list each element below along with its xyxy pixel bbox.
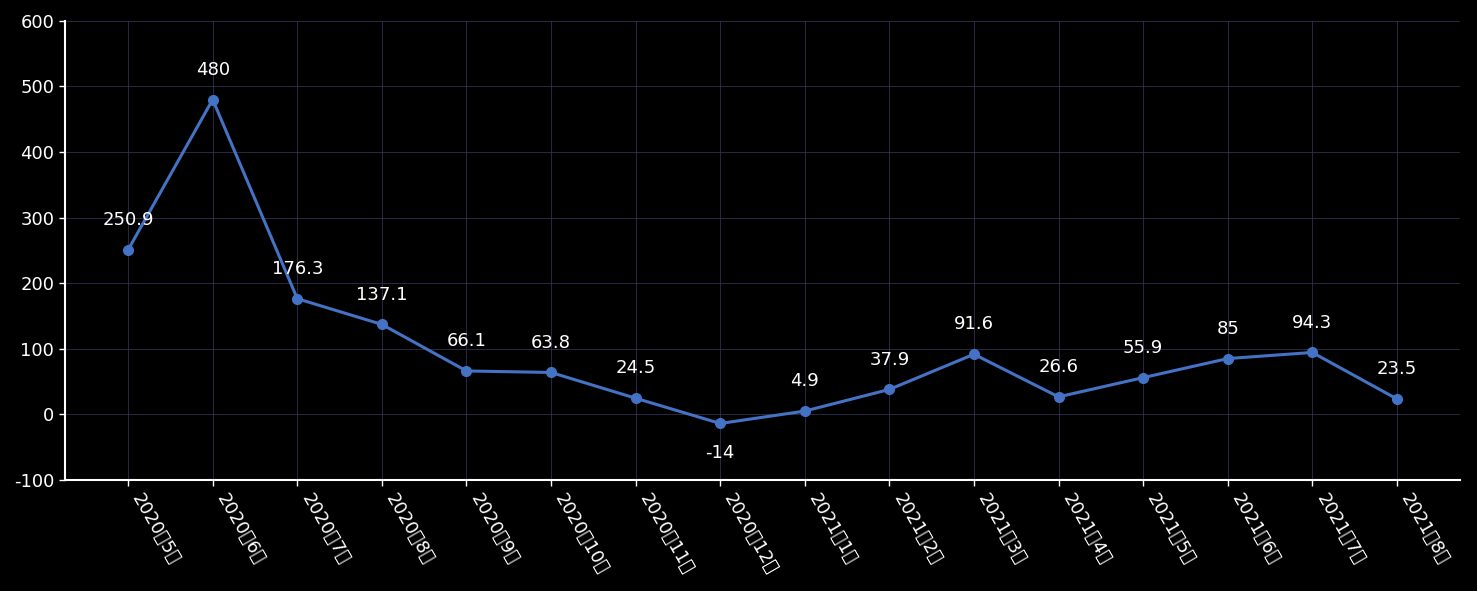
Text: 23.5: 23.5 xyxy=(1377,360,1416,378)
Text: 24.5: 24.5 xyxy=(616,359,656,378)
Text: 250.9: 250.9 xyxy=(102,211,154,229)
Text: 85: 85 xyxy=(1216,320,1239,337)
Text: 55.9: 55.9 xyxy=(1123,339,1164,357)
Text: 137.1: 137.1 xyxy=(356,285,408,304)
Text: 176.3: 176.3 xyxy=(272,260,323,278)
Text: 480: 480 xyxy=(195,61,230,79)
Text: 91.6: 91.6 xyxy=(954,316,994,333)
Text: 66.1: 66.1 xyxy=(446,332,486,350)
Text: 37.9: 37.9 xyxy=(870,350,910,369)
Text: 26.6: 26.6 xyxy=(1038,358,1078,376)
Text: 63.8: 63.8 xyxy=(532,334,572,352)
Text: 4.9: 4.9 xyxy=(790,372,820,390)
Text: -14: -14 xyxy=(706,444,736,462)
Text: 94.3: 94.3 xyxy=(1292,314,1332,332)
